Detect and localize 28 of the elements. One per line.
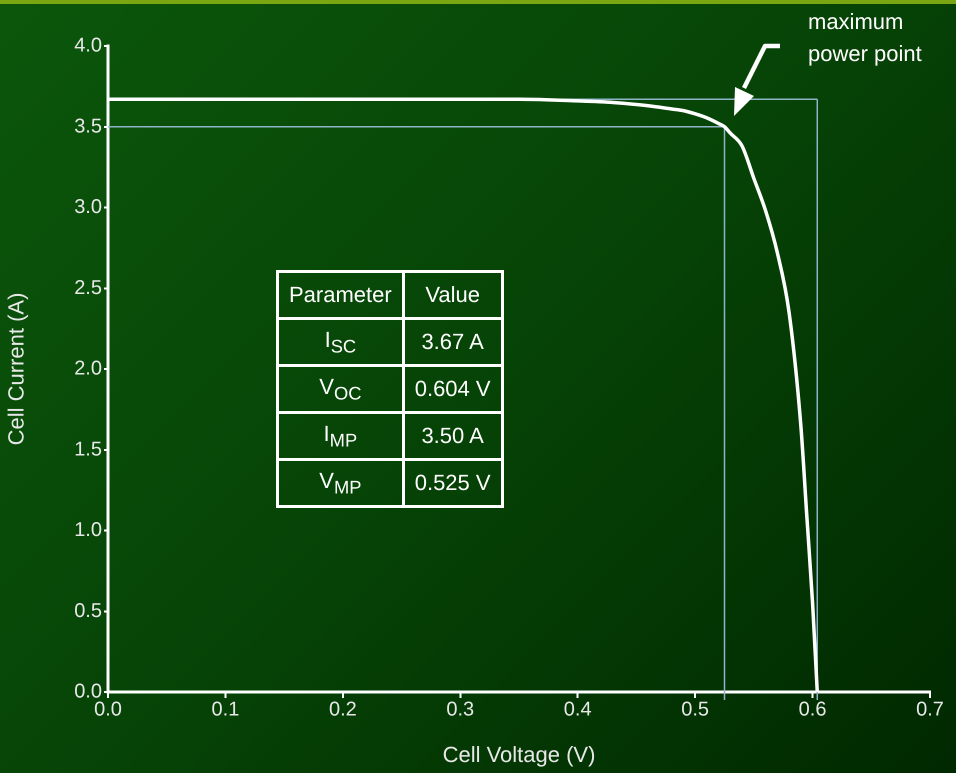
x-tick-label: 0.5 xyxy=(681,698,710,721)
y-tick-label: 3.5 xyxy=(74,115,102,138)
x-tick-label: 0.2 xyxy=(328,698,357,721)
x-tick-label: 0.4 xyxy=(564,698,592,721)
y-tick-label: 2.0 xyxy=(74,358,102,380)
annotation: V$_{OC}$ xyxy=(278,366,404,412)
annotation: 0.604 V xyxy=(403,366,502,412)
y-tick-label: 1.0 xyxy=(74,519,102,542)
annotation: V$_{MP}$ xyxy=(278,460,404,506)
x-tick-label: 0.1 xyxy=(212,698,240,721)
x-tick-label: 0.7 xyxy=(916,698,944,721)
annotation: 3.50 A xyxy=(403,412,502,460)
annotation: Value xyxy=(403,272,502,318)
x-axis-title: Cell Voltage (V) xyxy=(442,742,596,767)
annotation: maximum power point xyxy=(808,8,923,68)
y-tick-label: 0.5 xyxy=(74,600,102,622)
x-tick-label: 0.3 xyxy=(446,698,474,721)
annotation: I$_{SC}$ xyxy=(278,318,404,366)
x-tick-label: 0.6 xyxy=(798,698,826,721)
annotation: 0.525 V xyxy=(403,460,502,506)
y-tick-label: 2.5 xyxy=(74,276,102,299)
y-axis-title: Cell Current (A) xyxy=(3,292,28,446)
y-tick-label: 4.0 xyxy=(74,34,102,57)
annotation: 3.67 A xyxy=(403,318,502,366)
y-tick-label: 1.5 xyxy=(74,438,102,460)
annotation: I$_{MP}$ xyxy=(278,412,404,460)
y-tick-label: 3.0 xyxy=(74,196,102,218)
annotation: Parameter xyxy=(278,272,404,318)
